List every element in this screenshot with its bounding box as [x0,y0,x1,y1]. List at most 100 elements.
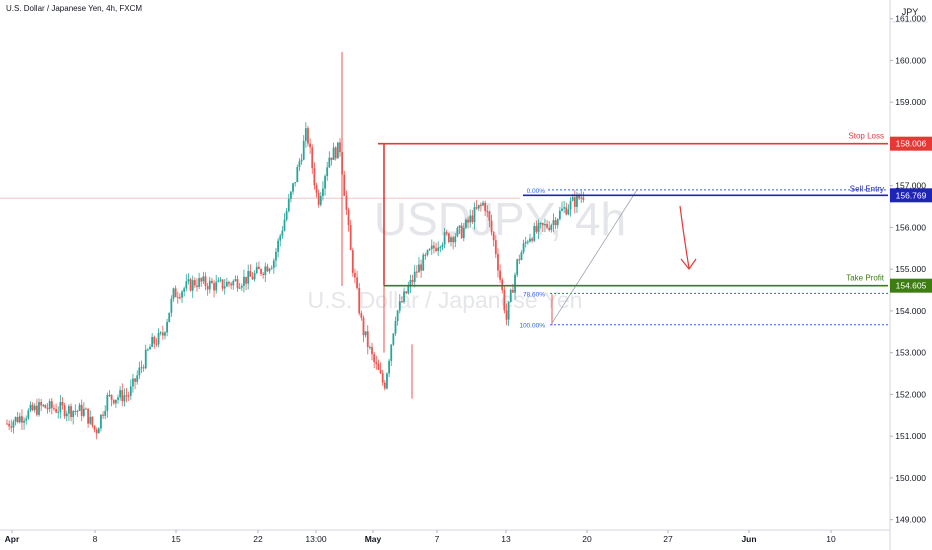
time-tick-label: 10 [826,534,836,544]
candle-body [285,211,288,220]
candle-body [106,395,109,411]
candle-body [418,264,420,273]
candle-body [409,279,412,287]
down-arrow-icon [679,205,690,269]
candle-body [533,225,536,241]
candle-body [492,232,495,241]
candle-body [40,401,43,406]
candle-body [23,420,25,423]
candle-body [460,225,463,239]
candle-body [524,241,527,244]
candle-body [535,225,538,232]
candle-body [260,269,262,274]
candle-body [112,399,115,404]
candle-body [183,288,186,292]
watermark-name: U.S. Dollar / Japanese Yen [308,287,583,313]
candle-body [469,215,472,223]
price-tick-label: 149.000 [895,515,926,525]
candle-body [191,280,194,291]
candle-body [317,192,320,205]
candle-body [198,278,201,287]
candle-body [114,399,117,404]
candle-body [144,349,147,369]
candle-body [544,223,546,226]
candle-body [356,277,358,289]
time-tick-label: 20 [582,534,592,544]
candle-body [336,142,339,159]
candle-body [520,252,523,261]
time-tick-label: 13:00 [305,534,327,544]
candle-body [277,240,279,252]
candle-body [91,416,94,426]
candle-body [471,215,474,223]
candle-body [394,321,397,334]
candle-body [556,219,559,226]
candle-body [509,289,512,302]
candle-body [296,166,299,183]
candle-body [313,168,316,186]
candle-body [304,128,307,141]
candle-body [151,336,154,347]
candle-body [398,301,401,311]
candle-body [196,285,198,287]
candle-body [50,401,53,409]
candle-body [14,417,17,422]
candle-body [142,367,145,369]
candle-body [388,360,390,374]
candle-body [33,405,36,411]
price-tick-label: 161.000 [895,14,926,24]
candle-body [6,423,8,425]
candle-body [287,198,290,212]
sell-entry-label: Sell Entry [850,184,884,193]
candle-body [10,426,13,428]
candle-body [134,378,136,382]
price-tick-label: 156.000 [895,222,926,232]
candle-body [546,223,548,228]
candle-body [405,291,408,294]
candle-body [249,271,252,277]
candle-body [187,279,190,282]
candle-body [435,248,437,251]
candle-body [458,225,461,228]
candle-body [411,279,414,282]
candle-body [578,194,580,199]
candle-body [125,395,128,397]
candle-body [428,249,431,251]
candle-body [257,266,260,270]
candle-body [507,301,510,320]
candle-body [354,272,356,278]
candle-body [482,202,484,206]
candle-body [439,247,442,249]
candle-body [486,211,489,213]
candle-body [35,405,38,415]
candle-body [87,408,90,424]
candle-body [93,425,96,430]
candle-body [456,227,459,237]
candle-body [48,401,51,409]
candle-body [424,254,427,256]
candle-body [102,414,104,416]
candle-body [494,240,497,255]
candle-body [95,429,98,434]
candle-body [268,268,271,272]
candle-body [441,244,444,248]
candle-body [217,280,220,282]
candle-body [247,271,250,284]
candle-body [82,408,85,416]
candle-body [168,312,171,322]
candle-body [121,390,124,402]
candle-body [415,271,418,273]
candle-body [580,197,583,199]
candle-body [475,207,478,209]
candle-body [503,290,506,311]
candle-body [146,349,149,351]
candle-body [292,183,294,192]
take-profit-label: Take Profit [846,274,885,283]
candle-body [204,276,207,286]
candle-body [264,266,267,276]
candle-body [8,423,11,427]
candle-body [108,394,111,396]
candle-body [283,219,286,231]
candle-body [307,128,309,144]
